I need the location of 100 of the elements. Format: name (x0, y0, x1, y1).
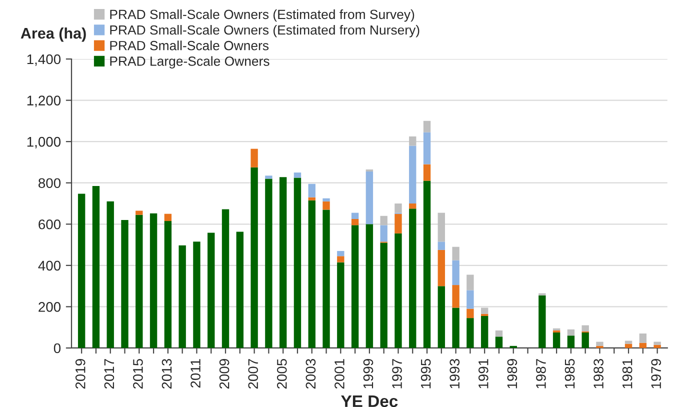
y-tick-label: 200 (38, 302, 61, 312)
x-tick-label: 2001 (334, 359, 344, 389)
bar (351, 218, 359, 226)
bar (250, 148, 258, 168)
bar (495, 330, 503, 337)
x-tick-label: 1981 (622, 359, 632, 388)
bar (265, 178, 272, 348)
bar (582, 332, 589, 348)
bar (466, 274, 474, 290)
y-tick-label: 1,200 (27, 96, 61, 108)
bar (322, 210, 330, 348)
bar (121, 220, 128, 348)
bar (409, 136, 416, 146)
bar (92, 186, 100, 348)
bar (409, 204, 416, 209)
bar (294, 178, 302, 348)
bar (366, 169, 374, 172)
bar (380, 242, 388, 348)
legend-label: PRAD Small-Scale Owners (Estimated from Survey) (110, 9, 414, 22)
bar (423, 120, 431, 132)
bar (654, 342, 661, 345)
x-tick-label: 1983 (594, 359, 604, 388)
bar (596, 342, 604, 346)
bar (423, 164, 431, 181)
bar (452, 285, 460, 308)
bar (279, 177, 287, 348)
legend-label: PRAD Small-Scale Owners (110, 40, 269, 50)
bar (552, 332, 560, 348)
bar (582, 325, 589, 332)
bar (208, 232, 215, 348)
x-tick-label: 2009 (219, 359, 230, 389)
x-tick-label: 2015 (133, 358, 143, 389)
bar (495, 336, 503, 348)
bar (322, 198, 330, 202)
y-tick-label: 0 (54, 343, 61, 354)
x-tick-label: 2005 (276, 358, 287, 389)
bar (639, 342, 647, 348)
x-tick-label: 1979 (651, 359, 662, 388)
y-tick-label: 800 (38, 178, 61, 188)
x-tick-label: 1993 (450, 359, 460, 388)
bar (466, 318, 474, 348)
bar (193, 242, 200, 348)
bar (538, 295, 546, 348)
legend-label: PRAD Small-Scale Owners (Estimated from Nursery) (110, 24, 420, 38)
y-tick-label: 600 (38, 219, 61, 230)
x-tick-label: 2013 (162, 359, 172, 389)
bar (552, 330, 560, 333)
bar (136, 210, 143, 215)
bar (438, 286, 446, 348)
bar (178, 245, 186, 348)
bar (380, 225, 388, 242)
bar (236, 232, 244, 348)
bar (480, 316, 488, 348)
x-tick-label: 1989 (507, 359, 518, 388)
bar (452, 246, 460, 260)
bar (351, 225, 359, 348)
bar (337, 256, 344, 262)
bar (480, 308, 488, 314)
bar (164, 221, 172, 348)
x-tick-label: 1995 (420, 358, 431, 388)
bar (624, 340, 632, 344)
bar (394, 204, 402, 213)
bar (380, 216, 388, 226)
x-tick-label: 1997 (392, 359, 402, 388)
legend-label: PRAD Large-Scale Owners (110, 56, 270, 68)
bar (394, 233, 402, 348)
bar (337, 262, 344, 348)
bar (164, 214, 172, 222)
x-tick-label: 2019 (75, 359, 86, 389)
x-tick-label: 2017 (104, 359, 114, 389)
x-axis-title: YE Dec (341, 395, 398, 407)
bar (250, 167, 258, 348)
bar (423, 132, 431, 164)
x-tick-label: 1991 (478, 359, 488, 388)
bar (394, 214, 402, 234)
x-tick-label: 2011 (190, 359, 200, 388)
bar (639, 334, 647, 343)
bar (322, 201, 330, 210)
bar (366, 224, 374, 348)
bar (452, 308, 460, 348)
bar (150, 213, 158, 348)
y-tick-label: 400 (38, 260, 61, 271)
x-tick-label: 2007 (248, 359, 258, 389)
bar (78, 194, 86, 348)
x-tick-label: 2003 (306, 359, 316, 389)
x-tick-label: 1987 (536, 359, 546, 388)
bar (438, 250, 446, 286)
bar (366, 172, 374, 224)
x-tick-label: 1985 (564, 358, 575, 388)
bar (466, 308, 474, 318)
bar (222, 209, 230, 348)
bar (567, 329, 575, 336)
bar (452, 260, 460, 286)
bar (136, 214, 143, 348)
bar (294, 172, 302, 178)
y-tick-label: 1,000 (27, 136, 61, 148)
y-tick-label: 1,400 (27, 54, 61, 66)
bar (265, 176, 272, 179)
bar (308, 184, 316, 198)
bar (423, 180, 431, 348)
